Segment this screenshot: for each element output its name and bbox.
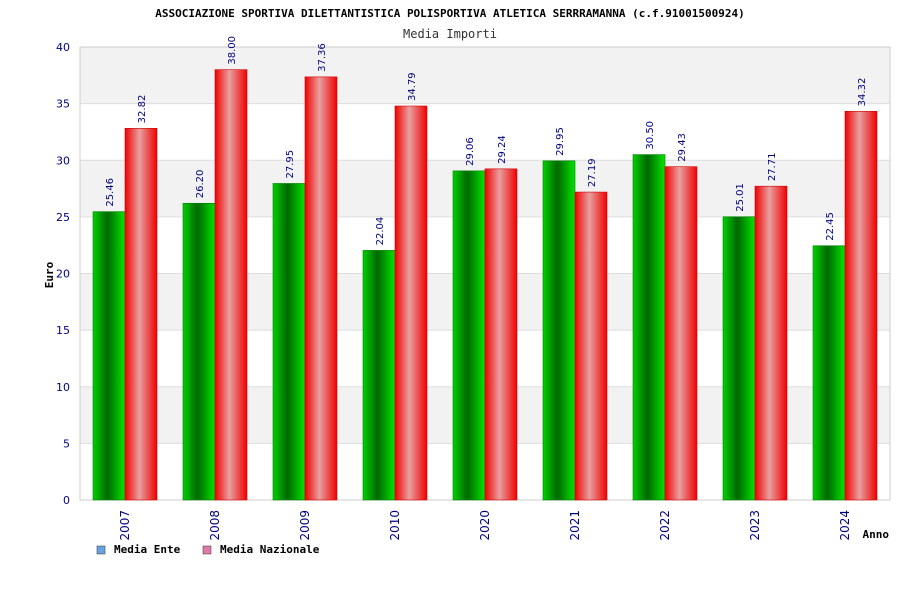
data-label: 29.43 [677, 133, 688, 162]
x-tick-label: 2021 [568, 510, 582, 541]
data-label: 34.79 [407, 72, 418, 101]
data-label: 25.46 [105, 178, 116, 207]
bar-media-ente-2020 [452, 170, 486, 501]
legend-swatch-media-nazionale [202, 545, 212, 555]
x-axis-ticks: 2007 2008 2009 2010 2020 2021 2022 2023 2024 [118, 510, 852, 541]
data-label: 32.82 [137, 95, 148, 124]
x-tick-label: 2022 [658, 510, 672, 541]
bars [92, 69, 878, 501]
chart-subtitle: Media Importi [403, 27, 497, 41]
x-tick-label: 2007 [118, 510, 132, 541]
data-label: 26.20 [195, 170, 206, 199]
legend: Media Ente Media Nazionale [96, 543, 320, 556]
data-labels: 25.46 32.82 26.20 38.00 27.95 37.36 22.04 34.79… [105, 36, 868, 245]
data-label: 27.71 [767, 153, 778, 182]
x-tick-label: 2008 [208, 510, 222, 541]
bar-media-nazionale-2010 [394, 105, 428, 501]
x-tick-label: 2020 [478, 510, 492, 541]
y-tick-label: 5 [63, 437, 70, 450]
x-tick-label: 2009 [298, 510, 312, 541]
bar-media-ente-2010 [362, 250, 396, 501]
data-label: 25.01 [735, 183, 746, 212]
bar-media-ente-2022 [632, 154, 666, 501]
bar-media-nazionale-2008 [214, 69, 248, 501]
plot-band [80, 47, 890, 104]
bar-media-ente-2007 [92, 211, 126, 501]
data-label: 37.36 [317, 43, 328, 72]
x-tick-label: 2024 [838, 510, 852, 541]
data-label: 27.95 [285, 150, 296, 179]
bar-media-nazionale-2023 [754, 185, 788, 501]
data-label: 38.00 [227, 36, 238, 65]
y-tick-label: 10 [56, 381, 70, 394]
data-label: 29.95 [555, 127, 566, 156]
bar-media-nazionale-2007 [124, 128, 158, 501]
y-tick-label: 35 [56, 98, 70, 111]
data-label: 34.32 [857, 78, 868, 107]
y-tick-label: 40 [56, 41, 70, 54]
x-axis-title: Anno [863, 528, 890, 541]
data-label: 22.04 [375, 217, 386, 246]
legend-label-media-nazionale: Media Nazionale [220, 543, 320, 556]
bar-media-nazionale-2009 [304, 76, 338, 501]
y-tick-label: 15 [56, 324, 70, 337]
y-tick-label: 20 [56, 268, 70, 281]
data-label: 22.45 [825, 212, 836, 241]
bar-media-ente-2021 [542, 160, 576, 501]
bar-media-nazionale-2022 [664, 166, 698, 501]
bar-media-ente-2023 [722, 216, 756, 501]
y-tick-label: 30 [56, 154, 70, 167]
y-axis-title: Euro [43, 261, 56, 288]
data-label: 29.24 [497, 135, 508, 164]
data-label: 29.06 [465, 137, 476, 166]
bar-media-nazionale-2021 [574, 191, 608, 501]
bar-media-ente-2009 [272, 183, 306, 501]
bar-media-nazionale-2024 [844, 111, 878, 501]
y-axis-ticks: 0 5 10 15 20 25 30 35 40 [56, 41, 70, 507]
bar-media-ente-2024 [812, 245, 846, 501]
y-tick-label: 25 [56, 211, 70, 224]
bar-media-nazionale-2020 [484, 168, 518, 501]
x-tick-label: 2010 [388, 510, 402, 541]
y-tick-label: 0 [63, 494, 70, 507]
x-tick-label: 2023 [748, 510, 762, 541]
bar-media-ente-2008 [182, 202, 216, 501]
data-label: 27.19 [587, 158, 598, 187]
legend-label-media-ente: Media Ente [114, 543, 181, 556]
data-label: 30.50 [645, 121, 656, 150]
legend-swatch-media-ente [96, 545, 106, 555]
chart-title: ASSOCIAZIONE SPORTIVA DILETTANTISTICA PO… [155, 7, 744, 20]
